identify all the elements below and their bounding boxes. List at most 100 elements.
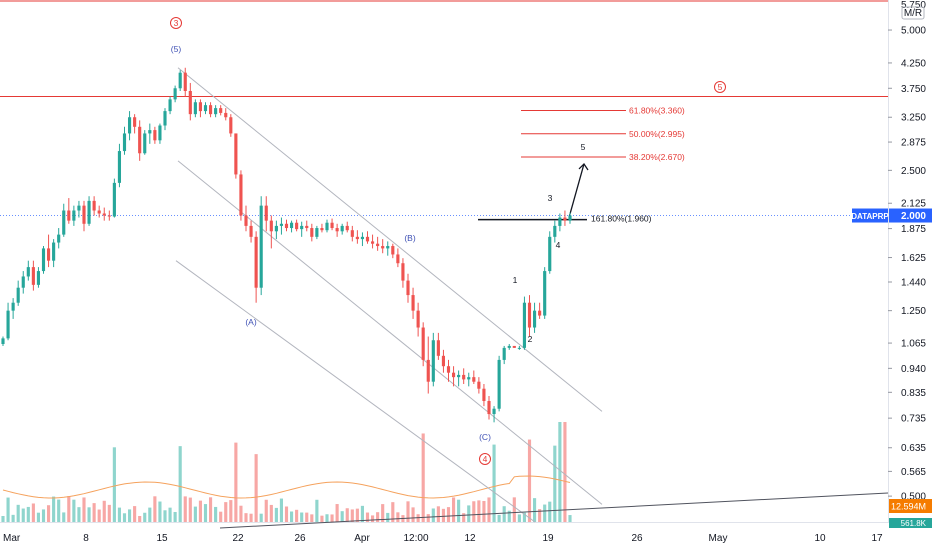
drawing-labels: 61.80%(3.360) 50.00%(2.995) 38.20%(2.670) 1…: [170, 17, 726, 465]
volume-badge-text: 12.594M: [891, 502, 926, 512]
volume-bar: [527, 439, 532, 522]
candle-body: [406, 280, 410, 296]
volume-bar: [391, 502, 395, 522]
channel-middle-line: [177, 160, 603, 505]
x-tick-label: 10: [814, 533, 826, 544]
wave-label: 2: [528, 334, 533, 344]
volume-bar: [477, 500, 481, 522]
volume-bar: [517, 514, 521, 522]
last-price-text: 2.000: [901, 211, 926, 222]
volume-bar: [386, 512, 390, 522]
y-tick-label: 5.000: [901, 26, 926, 37]
candle-body: [284, 223, 289, 229]
volume-bar: [254, 454, 258, 522]
volume-bar: [188, 497, 192, 522]
candle-body: [315, 228, 319, 237]
volume-bar: [117, 507, 122, 522]
candle-body: [436, 340, 440, 356]
volume-bar: [548, 501, 552, 522]
volume-bar: [279, 498, 284, 522]
volume-bar: [340, 511, 344, 522]
volume-bar: [208, 497, 213, 522]
volume-bar: [457, 499, 461, 522]
volume-bar: [138, 515, 142, 522]
symbol-badge: [852, 208, 888, 223]
volume-bar: [522, 512, 527, 522]
candle-body: [127, 117, 132, 134]
volume-bar: [396, 512, 400, 522]
candle-body: [52, 242, 56, 261]
candle-body: [6, 310, 10, 339]
volume-bar: [365, 512, 370, 522]
volume-bar: [224, 502, 228, 522]
channel-upper-line: [177, 67, 603, 412]
candle-body: [178, 72, 182, 89]
candle-body: [502, 347, 506, 360]
volume-bar: [82, 497, 86, 522]
y-tick-label: 1.250: [901, 306, 926, 317]
candle-body: [527, 302, 532, 328]
fib-level-label: 61.80%(3.360): [629, 106, 685, 116]
volume-bar: [563, 422, 567, 522]
candle-body: [431, 340, 435, 382]
price-axis[interactable]: 5.000 4.250 3.750 3.250 2.875 2.500 2.125 1.875…: [851, 0, 932, 528]
time-axis[interactable]: Mar 8 15 22 26 Apr 12:00 12 19 26 May 10 17: [3, 533, 883, 544]
x-tick-label: 8: [83, 533, 89, 544]
volume-bar: [264, 499, 268, 522]
volume-bar: [122, 513, 127, 522]
y-tick-label: 4.250: [901, 58, 926, 69]
candle-body: [36, 271, 41, 285]
candle-body: [355, 236, 359, 240]
candle-body: [41, 248, 46, 272]
volume-badge-2: [889, 518, 932, 528]
candle-body: [92, 200, 96, 211]
volume-bar: [532, 498, 537, 522]
candle-body: [112, 182, 116, 217]
y-tick-label: 3.250: [901, 113, 926, 124]
volume-bar: [133, 506, 137, 522]
wave-label: 5: [581, 142, 586, 152]
candle-body: [416, 310, 420, 328]
volume-bar: [112, 447, 116, 522]
volume-badge-2-text: 561.8K: [901, 519, 927, 528]
candle-body: [117, 151, 122, 183]
volume-bar: [219, 511, 223, 522]
candle-body: [472, 377, 476, 382]
candle-body: [376, 243, 380, 247]
candle-body: [234, 133, 238, 175]
candle-body: [244, 215, 248, 226]
y-tick-label: 0.500: [901, 492, 926, 503]
volume-bar: [507, 510, 511, 522]
candle-body: [46, 248, 51, 261]
volume-bar: [421, 433, 425, 522]
volume-bar: [173, 511, 177, 522]
y-tick-label: 1.440: [901, 278, 926, 289]
x-tick-label: 26: [631, 533, 643, 544]
volume-bar: [67, 496, 71, 522]
wave-label: 1: [513, 275, 518, 285]
candle-body: [512, 345, 516, 348]
y-tick-label: 1.625: [901, 253, 926, 264]
candle-body: [497, 359, 501, 409]
wave-label-circle: [479, 453, 491, 465]
candle-body: [143, 133, 147, 154]
volume-bar: [436, 506, 440, 522]
channel-lower-line: [175, 260, 536, 523]
candle-body: [522, 302, 527, 348]
x-tick-label: 12: [464, 533, 476, 544]
fib-level-label: 50.00%(2.995): [629, 129, 685, 139]
volume-bar: [315, 499, 319, 522]
volume-bar: [512, 497, 516, 522]
volume-bar: [163, 510, 167, 522]
candle-body: [441, 355, 446, 367]
volume-bar: [350, 509, 354, 522]
candle-body: [77, 205, 81, 211]
y-tick-label: 0.835: [901, 388, 926, 399]
volume-bar: [143, 512, 147, 522]
candle-body: [239, 174, 243, 216]
volume-bar: [92, 503, 96, 522]
candle-body: [381, 246, 385, 249]
volume-bar: [451, 497, 456, 522]
volume-bar: [406, 501, 410, 522]
